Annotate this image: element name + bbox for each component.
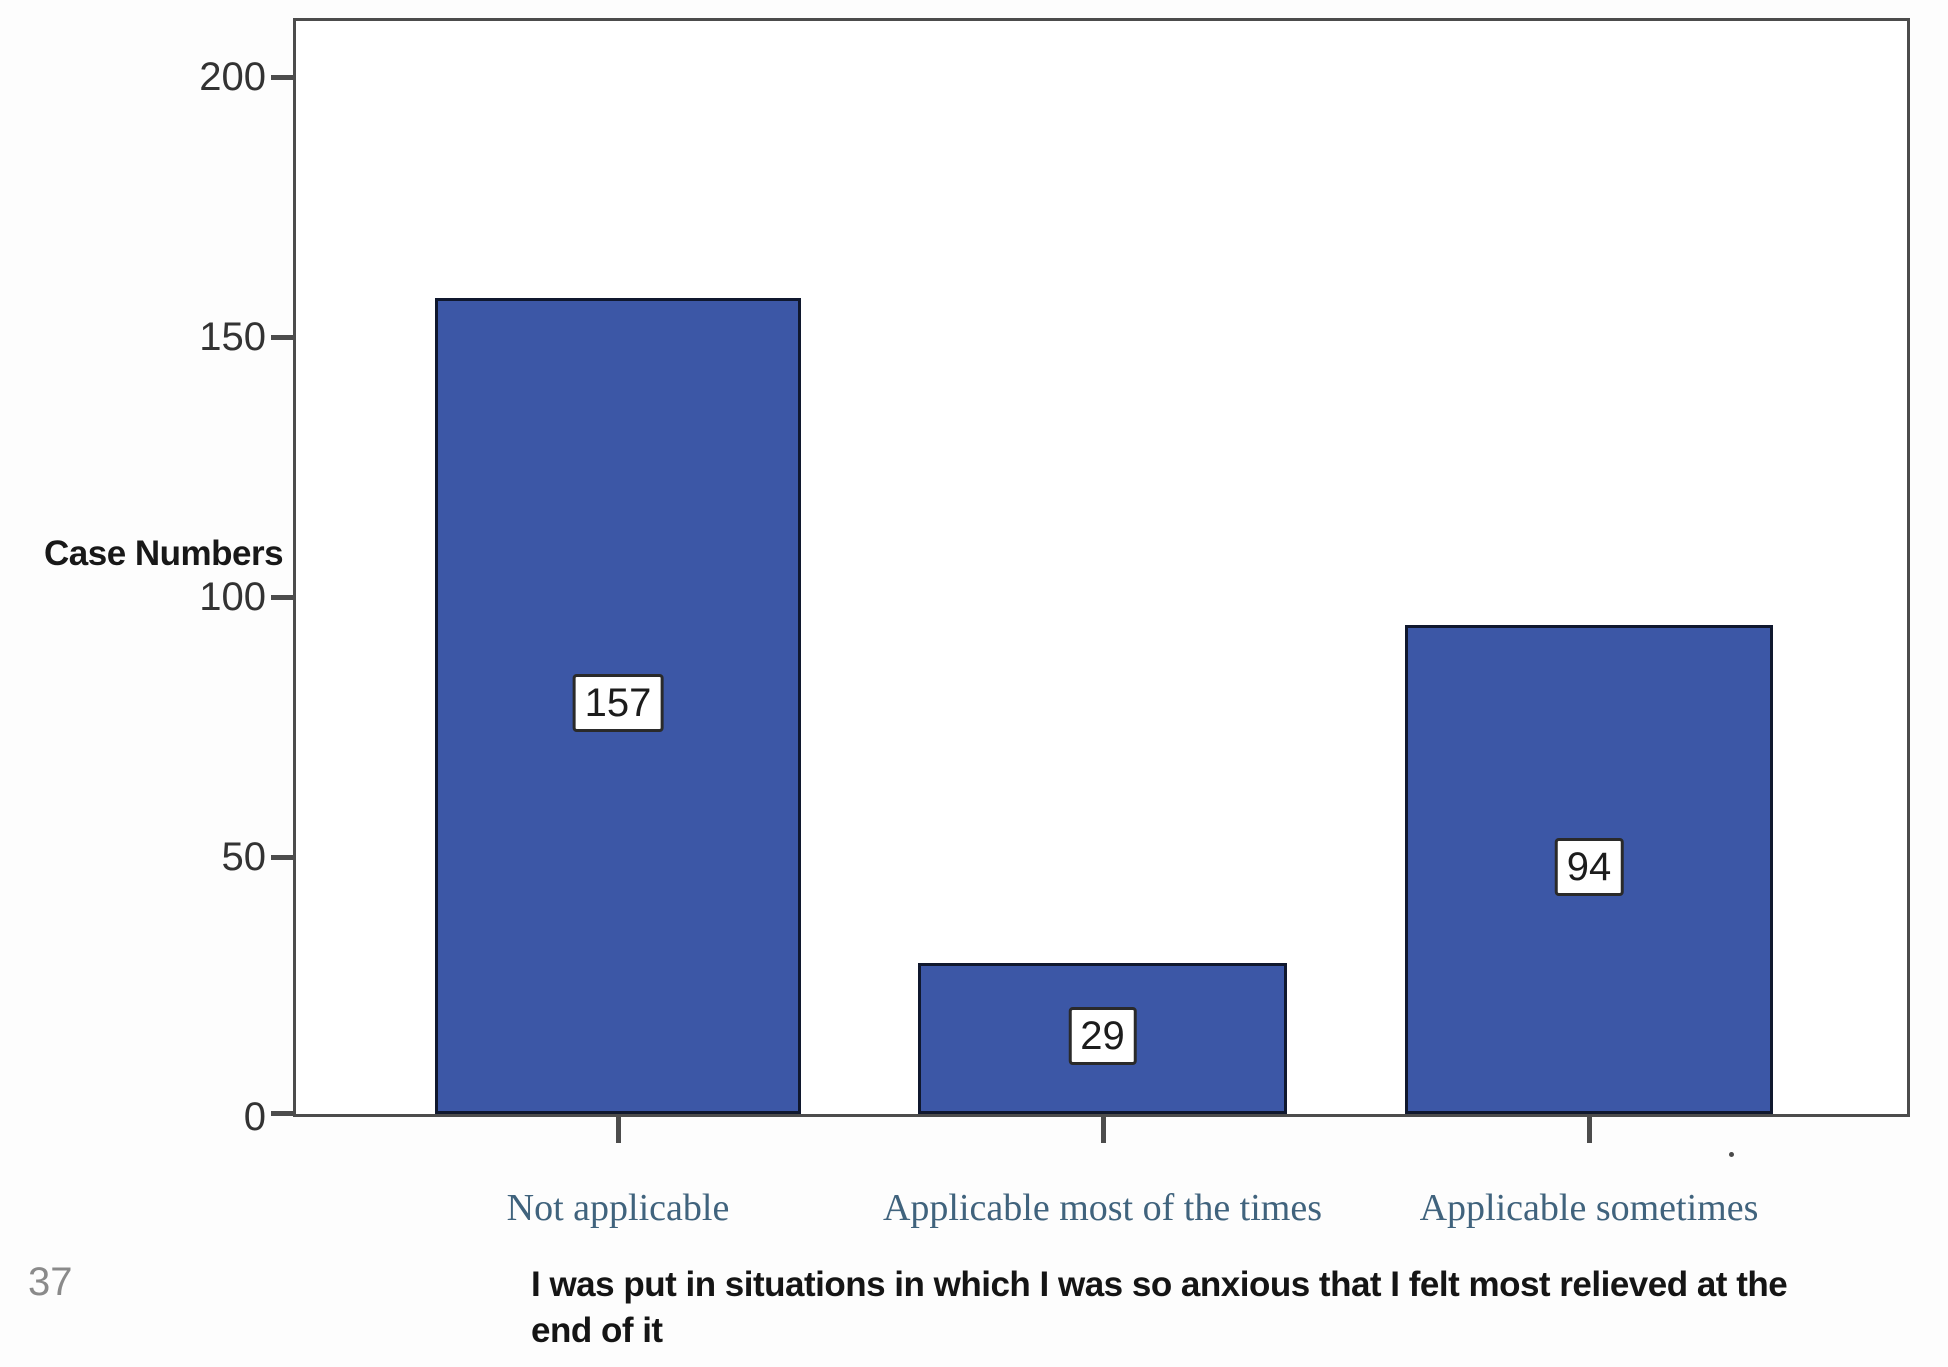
y-tick-label: 50: [221, 835, 267, 879]
x-axis-tick: [1587, 1117, 1592, 1143]
x-category-label: Not applicable: [506, 1187, 730, 1229]
x-axis-tick: [1100, 1117, 1106, 1143]
y-axis-tick: [271, 335, 293, 340]
y-axis-tick: [271, 595, 293, 600]
x-axis-title-line-1: I was put in situations in which I was s…: [531, 1265, 1788, 1304]
y-axis-tick: [271, 1111, 293, 1116]
y-tick-label: 100: [199, 575, 266, 619]
y-axis-tick: [271, 75, 293, 80]
y-axis-tick: [271, 855, 293, 860]
y-tick-label: 200: [199, 55, 266, 99]
x-axis-tick: [616, 1117, 621, 1143]
y-tick-label: 0: [243, 1095, 266, 1139]
plot-area: 157 29 94: [293, 18, 1910, 1117]
bar-3: 94: [1405, 625, 1773, 1114]
x-category-label: Applicable sometimes: [1419, 1187, 1759, 1229]
y-tick-label: 150: [199, 315, 266, 359]
bar-1: 157: [435, 298, 801, 1114]
bars-layer: 157 29 94: [296, 21, 1907, 1114]
bar-value-label: 94: [1554, 837, 1624, 896]
page-number: 37: [28, 1260, 73, 1304]
stray-mark: [1729, 1152, 1734, 1157]
bar-2: 29: [918, 963, 1287, 1114]
bar-value-label: 157: [572, 674, 664, 732]
x-axis-title-line-2: end of it: [531, 1311, 663, 1350]
y-axis-title: Case Numbers: [44, 534, 284, 573]
x-axis-title: I was put in situations in which I was s…: [531, 1262, 1801, 1354]
x-category-label: Applicable most of the times: [882, 1187, 1323, 1229]
bar-value-label: 29: [1068, 1006, 1137, 1065]
